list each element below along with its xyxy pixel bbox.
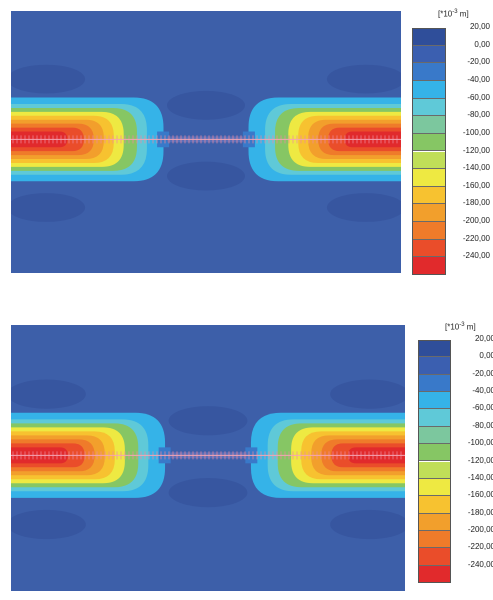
contour-panel-bottom: [*10-3 m] 20,00 0,00 -20,00 -40,00 -60,00 -80…: [0, 300, 493, 600]
colorbar-swatch: [418, 426, 451, 445]
colorbar-tick-label: -180,00: [467, 507, 493, 517]
colorbar-tick-label: 20,00: [474, 334, 493, 343]
colorbar-swatch: [418, 565, 451, 583]
colorbar-tick-label: 0,00: [474, 39, 490, 49]
colorbar-tick-label: -100,00: [467, 438, 493, 448]
low-deformation-zone: [11, 379, 86, 409]
colorbar-swatch: [418, 357, 451, 375]
contour-panel-top: [*10-3 m] 20,00 0,00 -20,00 -40,00 -60,00 -80…: [0, 0, 493, 290]
colorbar-tick-label: -200,00: [462, 216, 490, 226]
colorbar-swatch: [412, 80, 446, 99]
low-deformation-zone: [326, 193, 401, 222]
colorbar-tick-label: -160,00: [467, 490, 493, 500]
colorbar-swatch: [412, 204, 446, 223]
colorbar-tick-label: -40,00: [472, 386, 493, 396]
colorbar-swatch: [412, 63, 446, 81]
colorbar-swatch: [412, 133, 446, 152]
colorbar-swatch: [412, 169, 446, 187]
colorbar-tick-label: -80,00: [472, 420, 493, 430]
colorbar-swatch: [412, 257, 446, 275]
low-deformation-zone: [11, 64, 86, 94]
low-deformation-zone: [326, 64, 401, 94]
contour-plot-top: [11, 11, 401, 273]
low-deformation-zone: [167, 90, 245, 120]
colorbar-tick-label: -20,00: [467, 57, 490, 67]
colorbar-tick-label: -140,00: [462, 163, 490, 173]
colorbar-tick-label: -200,00: [467, 524, 493, 534]
colorbar-swatch: [418, 478, 451, 497]
colorbar-swatch: [418, 548, 451, 566]
colorbar-bottom: [*10-3 m] 20,00 0,00 -20,00 -40,00 -60,00 -80…: [418, 322, 493, 583]
colorbar-tick-label: -40,00: [467, 74, 490, 84]
low-deformation-zone: [330, 379, 405, 409]
colorbar-swatch: [418, 392, 451, 410]
colorbar-swatch: [418, 340, 451, 358]
contour-plot-bottom: [11, 325, 405, 591]
low-deformation-zone: [330, 509, 405, 540]
colorbar-swatch: [418, 409, 451, 427]
colorbar-swatch: [412, 98, 446, 117]
colorbar-top: [*10-3 m] 20,00 0,00 -20,00 -40,00 -60,00 -80…: [412, 9, 490, 275]
colorbar-swatch: [418, 513, 451, 531]
colorbar-tick-label: -120,00: [467, 455, 493, 465]
colorbar-swatch: [418, 374, 451, 393]
colorbar-swatch: [418, 444, 451, 462]
colorbar-tick-label: -100,00: [462, 127, 490, 137]
low-deformation-zone: [168, 406, 248, 436]
colorbar-swatch: [412, 239, 446, 258]
colorbar-tick-label: -20,00: [472, 368, 493, 378]
colorbar-tick-label: -60,00: [467, 92, 490, 102]
low-deformation-zone: [168, 477, 248, 508]
colorbar-swatch: [418, 461, 451, 479]
colorbar-swatch: [412, 186, 446, 205]
colorbar-tick-label: -220,00: [467, 542, 493, 552]
colorbar-unit-label: [*10-3 m]: [438, 9, 469, 19]
colorbar-swatch: [412, 116, 446, 134]
colorbar-swatch: [412, 222, 446, 240]
low-deformation-zone: [11, 509, 86, 540]
colorbar-swatch: [412, 28, 446, 46]
colorbar-tick-label: -220,00: [462, 233, 490, 243]
colorbar-tick-label: -240,00: [467, 559, 493, 569]
colorbar-tick-label: -60,00: [472, 403, 493, 413]
colorbar-tick-label: -80,00: [467, 110, 490, 120]
colorbar-swatch: [418, 496, 451, 514]
colorbar-tick-label: 0,00: [479, 351, 493, 361]
colorbar-swatch: [412, 45, 446, 64]
low-deformation-zone: [167, 161, 245, 191]
colorbar-swatch: [418, 530, 451, 549]
colorbar-swatch: [412, 151, 446, 170]
colorbar-tick-label: -120,00: [462, 145, 490, 155]
colorbar-tick-label: -140,00: [467, 472, 493, 482]
colorbar-tick-label: -180,00: [462, 198, 490, 208]
low-deformation-zone: [11, 193, 86, 222]
colorbar-tick-label: 20,00: [469, 22, 490, 31]
colorbar-tick-label: -160,00: [462, 180, 490, 190]
colorbar-tick-label: -240,00: [462, 251, 490, 261]
colorbar-unit-label: [*10-3 m]: [445, 322, 476, 332]
